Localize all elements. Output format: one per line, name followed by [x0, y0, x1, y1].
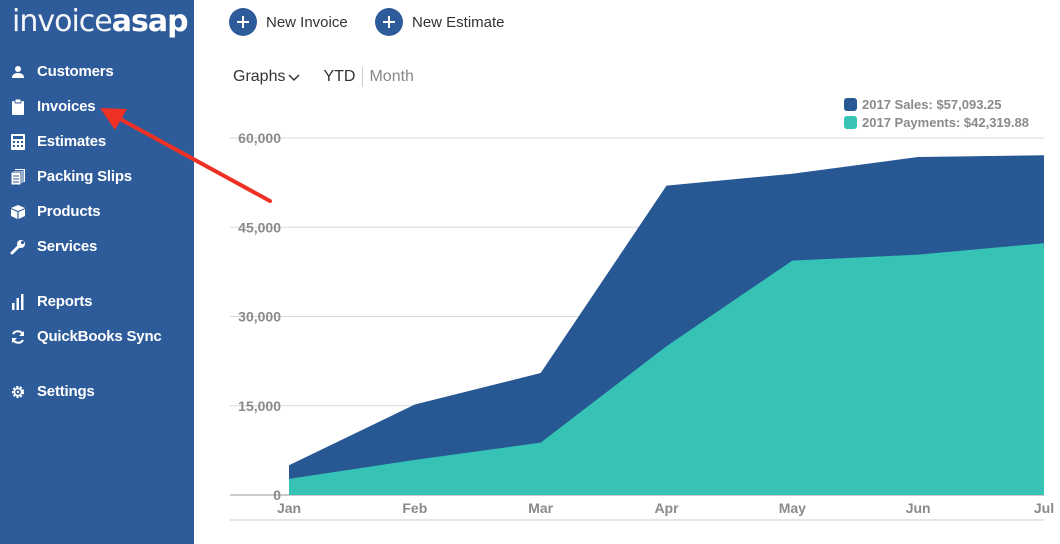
packing-slips-icon [10, 168, 26, 185]
sidebar-item-label: Reports [37, 293, 93, 310]
bar-chart-icon [10, 293, 26, 310]
calculator-icon [10, 133, 26, 150]
x-axis: Jan Feb Mar Apr May Jun Jul [277, 500, 1054, 516]
y-tick-label: 30,000 [238, 309, 281, 325]
toolbar-divider [362, 67, 364, 87]
x-tick-label: Mar [528, 500, 553, 516]
ytd-toggle[interactable]: YTD [323, 68, 356, 85]
sidebar-item-label: Estimates [37, 133, 107, 150]
x-tick-label: Jan [277, 500, 301, 516]
month-toggle[interactable]: Month [369, 68, 414, 85]
graphs-dropdown[interactable]: Graphs [233, 68, 301, 86]
sidebar-item-quickbooks-sync[interactable]: QuickBooks Sync [0, 319, 194, 354]
graphs-label: Graphs [233, 68, 286, 85]
x-tick-label: May [779, 500, 806, 516]
sidebar-item-label: Products [37, 203, 101, 220]
chart-toolbar: Graphs YTD Month [233, 64, 414, 90]
sidebar-item-settings[interactable]: Settings [0, 374, 194, 409]
logo-text-bold: asap [111, 4, 189, 39]
y-tick-label: 45,000 [238, 219, 281, 235]
gear-icon [10, 384, 26, 400]
sidebar-item-reports[interactable]: Reports [0, 284, 194, 319]
new-invoice-button[interactable]: New Invoice [229, 6, 348, 38]
new-estimate-label: New Estimate [412, 13, 505, 31]
x-tick-label: Feb [402, 500, 427, 516]
sidebar-item-products[interactable]: Products [0, 194, 194, 229]
sync-icon [10, 329, 26, 345]
y-tick-label: 60,000 [238, 130, 281, 146]
sidebar-item-invoices[interactable]: Invoices [0, 89, 194, 124]
chart-areas [289, 155, 1044, 495]
legend-swatch [844, 116, 857, 129]
logo-text-light: invoice [12, 4, 113, 39]
plus-icon [375, 8, 403, 36]
wrench-icon [10, 239, 26, 255]
y-tick-label: 0 [273, 487, 281, 503]
sidebar-item-label: QuickBooks Sync [37, 328, 162, 345]
y-axis: 0 15,000 30,000 45,000 60,000 [238, 130, 281, 503]
legend-swatch [844, 98, 857, 111]
sidebar-item-label: Customers [37, 63, 114, 80]
legend-label: 2017 Sales: $57,093.25 [862, 97, 1002, 112]
y-tick-label: 15,000 [238, 398, 281, 414]
new-estimate-button[interactable]: New Estimate [375, 6, 505, 38]
app-logo[interactable]: invoiceasap [12, 2, 189, 42]
x-tick-label: Jun [906, 500, 931, 516]
x-tick-label: Apr [654, 500, 679, 516]
plus-icon [229, 8, 257, 36]
sidebar-item-label: Invoices [37, 98, 96, 115]
x-tick-label: Jul [1034, 500, 1054, 516]
sidebar: invoiceasap Customers Invoices Estimates… [0, 0, 194, 544]
sidebar-item-services[interactable]: Services [0, 229, 194, 264]
sidebar-item-label: Settings [37, 383, 95, 400]
sidebar-item-packing-slips[interactable]: Packing Slips [0, 159, 194, 194]
box-icon [10, 204, 26, 220]
chevron-down-icon [288, 74, 300, 82]
series-area-payments [289, 243, 1044, 495]
sidebar-item-label: Services [37, 238, 98, 255]
chart-legend: 2017 Sales: $57,093.25 2017 Payments: $42… [844, 97, 1029, 130]
legend-label: 2017 Payments: $42,319.88 [862, 115, 1029, 130]
sidebar-item-estimates[interactable]: Estimates [0, 124, 194, 159]
clipboard-icon [10, 98, 26, 115]
sidebar-item-label: Packing Slips [37, 168, 132, 185]
user-icon [10, 64, 26, 80]
sidebar-item-customers[interactable]: Customers [0, 54, 194, 89]
new-invoice-label: New Invoice [266, 13, 348, 31]
sales-area-chart: 2017 Sales: $57,093.25 2017 Payments: $42… [230, 97, 1054, 521]
